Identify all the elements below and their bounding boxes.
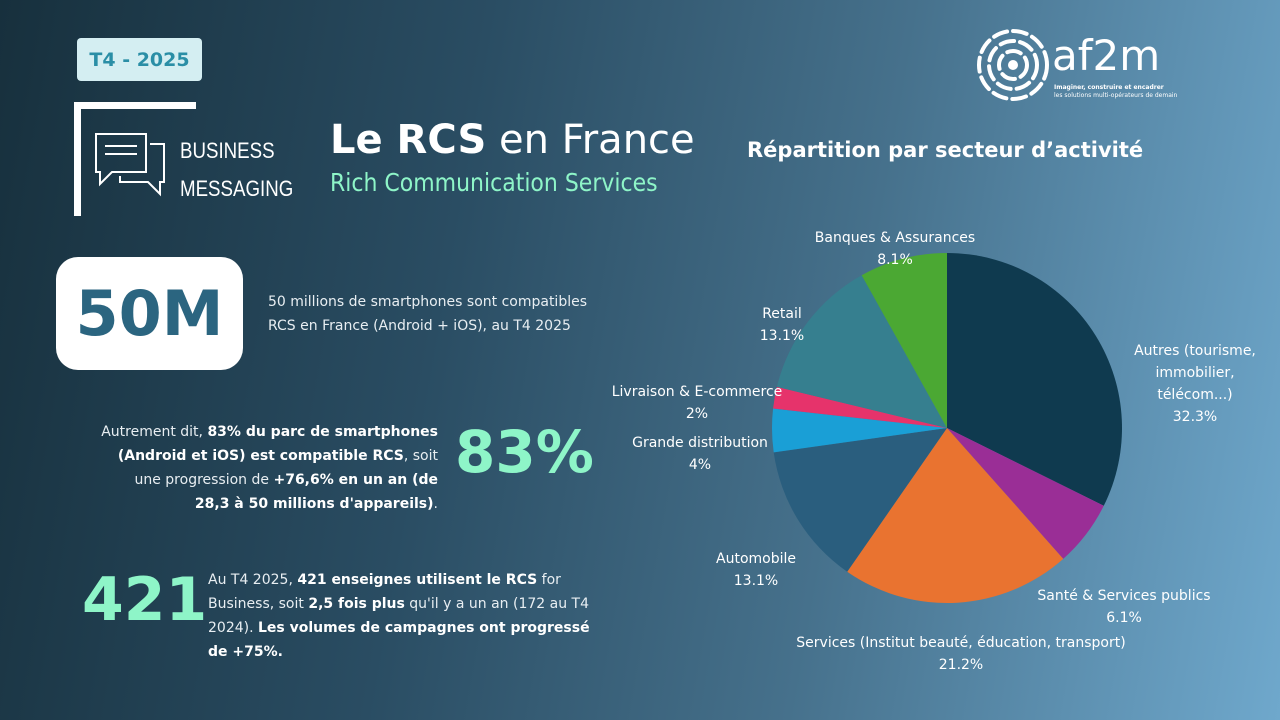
pie-slice-0: [947, 253, 1122, 506]
text-segment: +76,6% en un an (de 28,3 à 50 millions d…: [194, 472, 438, 512]
label-line1: BUSINESS: [180, 138, 275, 163]
slice-name: Banques & Assurances: [814, 230, 976, 246]
pie-label: Automobile 13.1%: [716, 548, 796, 592]
page-title: Le RCS en France: [330, 116, 695, 164]
frame-decoration: [74, 102, 81, 216]
frame-decoration: [74, 102, 196, 109]
slice-value: 2%: [685, 406, 709, 422]
text-segment: 2,5 fois plus: [308, 596, 405, 612]
slice-name: Services (Institut beauté, éducation, tr…: [796, 635, 1126, 651]
pie-slice-7: [861, 253, 947, 428]
stat-421-value: 421: [82, 565, 208, 635]
page-subtitle: Rich Communication Services: [330, 168, 658, 197]
pie-label: Grande distribution 4%: [632, 432, 768, 476]
text-segment: Les volumes de campagnes ont progressé d…: [208, 620, 590, 660]
stat-50m-box: 50M: [56, 257, 243, 370]
slice-value: 21.2%: [938, 657, 984, 673]
chart-title: Répartition par secteur d’activité: [747, 138, 1144, 162]
text-segment: Autrement dit,: [101, 424, 208, 440]
text-segment: 421 enseignes utilisent le RCS: [297, 572, 538, 588]
title-bold: Le RCS: [330, 117, 487, 163]
text-segment: , soit une progression de: [134, 448, 438, 488]
slice-name: Livraison & E-commerce: [611, 384, 783, 400]
period-badge: T4 - 2025: [77, 38, 202, 81]
chat-bubbles-icon: [95, 133, 165, 197]
pie-slice-3: [773, 428, 947, 572]
pie-slice-2: [847, 428, 1064, 603]
logo-text: af2m: [1052, 31, 1161, 80]
title-rest: en France: [486, 117, 695, 163]
pie-label: Santé & Services publics 6.1%: [1037, 585, 1210, 629]
pie-slice-1: [947, 428, 1104, 559]
slice-name: Grande distribution: [632, 435, 768, 451]
pie-slice-4: [772, 408, 947, 453]
pie-label: Retail 13.1%: [760, 303, 804, 347]
text-segment: qu'il y a un an (172 au T4 2024).: [208, 596, 589, 636]
slice-name: Automobile: [716, 551, 796, 567]
slice-name: Santé & Services publics: [1037, 588, 1211, 604]
business-messaging-label: BUSINESS MESSAGING: [180, 132, 293, 208]
stat-83-value: 83%: [455, 418, 594, 486]
pie-label: Livraison & E-commerce 2%: [612, 381, 783, 425]
text-segment: for Business, soit: [208, 572, 561, 612]
label-line2: MESSAGING: [180, 176, 294, 201]
slice-value: 8.1%: [877, 252, 913, 268]
text-segment: 83% du parc de smartphones (Android et i…: [117, 424, 438, 464]
pie-label: Services (Institut beauté, éducation, tr…: [796, 632, 1125, 676]
slice-value: 32.3%: [1172, 409, 1218, 425]
slice-name: Autres (tourisme, immobilier, télécom...…: [1134, 343, 1256, 403]
stat-50m-text: 50 millions de smartphones sont compatib…: [268, 290, 588, 338]
stat-83-text: Autrement dit, 83% du parc de smartphone…: [100, 420, 438, 516]
slice-value: 13.1%: [733, 573, 779, 589]
pie-label: Banques & Assurances 8.1%: [815, 227, 975, 271]
logo-tagline-line2: les solutions multi-opérateurs de demain: [1054, 92, 1178, 99]
logo-tagline: Imaginer, construire et encadrer les solu…: [1054, 84, 1177, 100]
stat-421-text: Au T4 2025, 421 enseignes utilisent le R…: [208, 568, 608, 664]
pie-slice-5: [773, 386, 947, 428]
slice-name: Retail: [762, 306, 802, 322]
text-segment: .: [433, 496, 438, 512]
pie-slice-6: [776, 275, 947, 428]
pie-label: Autres (tourisme, immobilier, télécom...…: [1125, 340, 1265, 428]
slice-value: 4%: [688, 457, 712, 473]
slice-value: 13.1%: [759, 328, 805, 344]
text-segment: Au T4 2025,: [208, 572, 298, 588]
logo-tagline-line1: Imaginer, construire et encadrer: [1054, 84, 1164, 91]
af2m-logo-icon: [977, 29, 1049, 101]
text-segment: 50 millions de smartphones sont compatib…: [268, 294, 588, 334]
slice-value: 6.1%: [1106, 610, 1142, 626]
